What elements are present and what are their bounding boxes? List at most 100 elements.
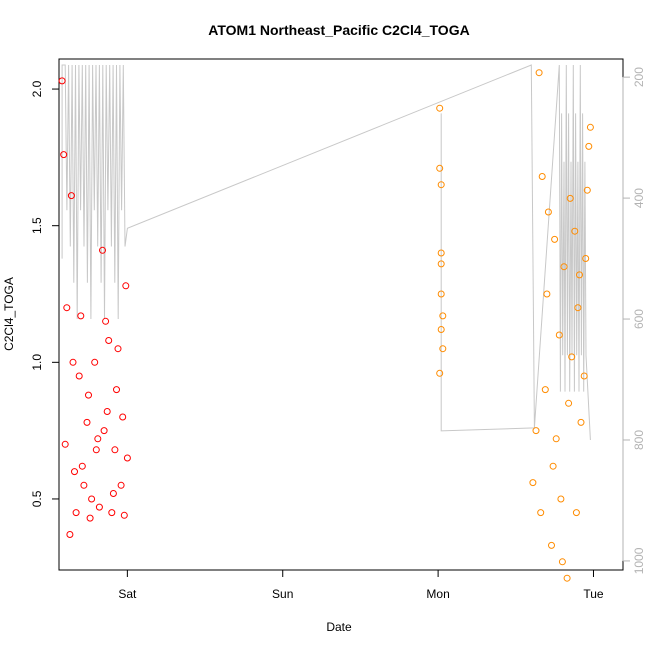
data-point	[75, 372, 83, 380]
data-point	[437, 290, 445, 298]
y-axis-label: C2Cl4_TOGA	[2, 277, 16, 351]
y2-tick-label: 800	[632, 430, 646, 450]
data-point	[95, 503, 103, 511]
data-point	[99, 246, 106, 254]
data-point	[436, 164, 444, 172]
data-point	[60, 151, 68, 159]
x-tick-label: Sat	[118, 587, 137, 601]
y-tick-label: 1.5	[30, 217, 44, 234]
data-point	[69, 358, 77, 366]
data-point	[80, 481, 88, 489]
data-point	[538, 173, 546, 180]
data-point	[72, 509, 80, 517]
data-point	[439, 312, 447, 320]
data-point	[111, 446, 119, 454]
data-point	[571, 227, 579, 235]
data-point	[557, 495, 565, 503]
data-point	[535, 69, 543, 77]
data-point	[100, 427, 108, 435]
data-point	[120, 511, 128, 519]
y2-tick-label: 1000	[632, 547, 646, 574]
y2-axis: 200 400 600 800 1000	[622, 67, 646, 574]
data-point	[585, 142, 593, 150]
data-point	[117, 481, 125, 489]
data-point	[555, 331, 563, 339]
data-point	[78, 462, 86, 470]
data-point	[543, 290, 551, 298]
y-axis: 0.5 1.0 1.5 2.0	[30, 80, 60, 507]
data-point	[437, 260, 445, 268]
data-point	[83, 418, 91, 426]
data-point	[572, 509, 580, 517]
data-point	[576, 271, 583, 279]
y-tick-label: 1.0	[30, 354, 44, 371]
x-axis-label: Date	[326, 620, 352, 634]
data-point	[92, 446, 100, 454]
data-point	[560, 263, 568, 271]
data-point	[66, 531, 74, 538]
data-point	[580, 372, 588, 380]
data-point	[103, 408, 111, 415]
data-point	[114, 345, 122, 353]
data-point	[537, 509, 545, 517]
data-point	[105, 337, 113, 344]
data-point	[437, 249, 445, 257]
data-point	[67, 192, 75, 200]
data-point	[86, 514, 94, 522]
data-point	[436, 104, 444, 112]
y-tick-label: 0.5	[30, 490, 44, 507]
data-point	[436, 369, 444, 377]
x-tick-label: Sun	[272, 587, 293, 601]
data-point	[119, 413, 127, 421]
plot-frame	[58, 58, 624, 571]
data-point	[529, 479, 537, 487]
data-point	[109, 490, 117, 497]
data-point	[566, 194, 574, 202]
data-point	[544, 208, 552, 216]
data-point	[541, 386, 549, 394]
data-point	[548, 541, 555, 549]
data-point	[574, 304, 582, 312]
data-point	[85, 391, 92, 399]
data-point	[563, 574, 571, 582]
data-point	[437, 181, 445, 189]
data-point	[437, 326, 445, 333]
y2-tick-label: 200	[632, 67, 646, 87]
data-point	[558, 558, 566, 566]
data-point	[532, 427, 540, 435]
scatter-points-group	[58, 69, 594, 582]
data-point	[77, 312, 85, 320]
data-point	[552, 435, 560, 443]
y2-tick-label: 400	[632, 188, 646, 208]
data-point	[91, 358, 99, 366]
data-point	[71, 468, 78, 476]
data-point	[549, 462, 557, 470]
data-point	[63, 304, 71, 312]
x-tick-label: Tue	[583, 587, 604, 601]
altitude-line	[61, 64, 591, 441]
data-point	[568, 353, 576, 361]
data-point	[88, 495, 96, 503]
chart-title: ATOM1 Northeast_Pacific C2Cl4_TOGA	[208, 22, 469, 38]
y-tick-label: 2.0	[30, 80, 44, 97]
data-point	[583, 186, 591, 194]
y2-tick-label: 600	[632, 309, 646, 329]
data-point	[58, 77, 66, 85]
data-point	[565, 399, 573, 407]
data-point	[551, 235, 559, 243]
data-point	[577, 418, 585, 426]
data-point	[582, 255, 590, 262]
altitude-line-group	[61, 64, 591, 441]
data-point	[439, 345, 447, 353]
data-point	[94, 435, 102, 443]
data-point	[586, 123, 594, 131]
x-axis: Sat Sun Mon Tue	[118, 569, 604, 601]
data-point	[61, 440, 69, 448]
data-point	[108, 509, 116, 517]
data-point	[113, 386, 120, 394]
data-point	[122, 282, 130, 290]
x-tick-label: Mon	[426, 587, 449, 601]
data-point	[102, 317, 110, 325]
data-point	[123, 454, 131, 462]
